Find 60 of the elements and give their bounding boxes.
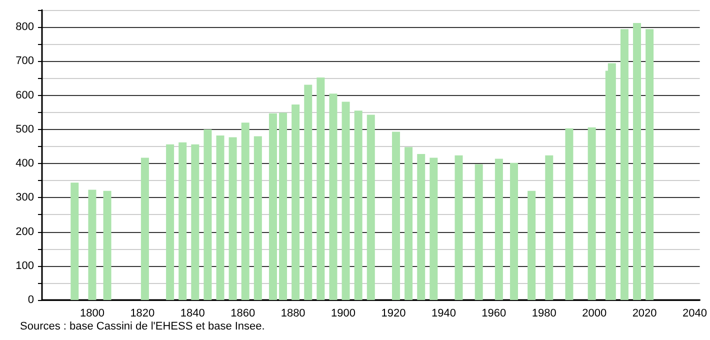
bar (178, 142, 187, 300)
source-note: Sources : base Cassini de l'EHESS et base Insee. (20, 320, 265, 332)
bar (204, 129, 212, 300)
bar (216, 136, 224, 300)
bar (620, 29, 628, 300)
x-tick-label: 2040 (682, 308, 708, 320)
bar (166, 144, 174, 300)
bar (254, 136, 262, 300)
bar (608, 63, 616, 300)
x-tick-label: 1840 (180, 308, 205, 320)
bar (316, 78, 325, 300)
y-tick-label: 400 (16, 158, 34, 170)
bar (494, 158, 503, 300)
bar (528, 190, 536, 300)
bar (268, 113, 277, 300)
bar (545, 155, 554, 300)
bar (354, 110, 362, 300)
bar (474, 164, 483, 300)
x-tick-label: 1860 (230, 308, 256, 320)
y-tick-label: 500 (16, 123, 34, 136)
bar (404, 147, 413, 300)
x-tick-label: 1800 (80, 308, 104, 320)
bar (191, 144, 200, 300)
y-tick-label: 700 (16, 55, 34, 68)
bar (228, 137, 237, 300)
bar (70, 182, 79, 300)
bar (565, 128, 574, 300)
y-tick-label: 0 (28, 294, 34, 306)
bar (646, 29, 654, 300)
x-tick-label: 2020 (632, 308, 657, 320)
bar (292, 104, 300, 300)
bar (342, 102, 350, 300)
x-tick-label: 1960 (482, 308, 506, 320)
bar (241, 122, 250, 300)
bar (88, 190, 96, 300)
bar (103, 190, 112, 300)
x-tick-label: 1920 (381, 308, 406, 320)
bar (304, 84, 312, 300)
y-tick-label: 800 (16, 21, 34, 34)
bar (279, 112, 288, 300)
bar (366, 114, 375, 300)
y-tick-label: 200 (16, 226, 34, 238)
x-tick-label: 1820 (130, 308, 155, 320)
x-tick-label: 1880 (280, 308, 306, 320)
y-tick-label: 600 (16, 89, 34, 102)
bar (633, 22, 642, 300)
x-tick-label: 1980 (532, 308, 556, 320)
y-tick-label: 300 (16, 192, 34, 204)
bar (430, 158, 438, 300)
bar (392, 132, 400, 300)
bar (510, 162, 518, 300)
bar (417, 154, 426, 300)
bar (329, 94, 338, 300)
x-tick-label: 2000 (582, 308, 607, 320)
x-tick-label: 1900 (331, 308, 356, 320)
x-tick-label: 1940 (431, 308, 456, 320)
bar (588, 127, 596, 300)
y-tick-label: 100 (16, 260, 34, 272)
bar (454, 155, 463, 300)
bar (140, 158, 149, 300)
